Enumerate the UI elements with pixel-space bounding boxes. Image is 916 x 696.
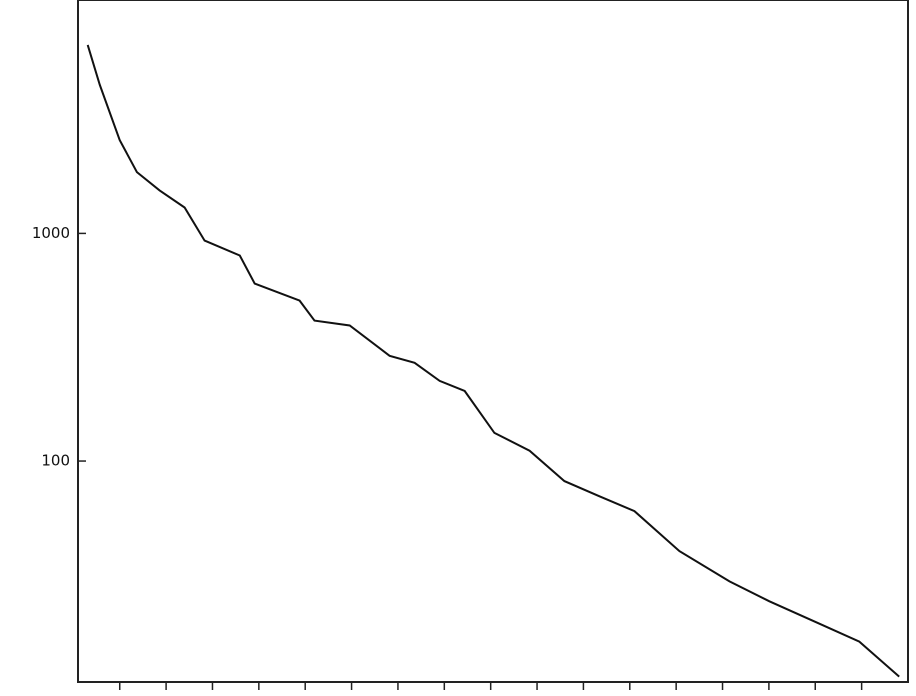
y-tick-label: 1000 <box>32 224 70 242</box>
data-line <box>86 44 900 678</box>
y-tick-label: 100 <box>41 452 70 470</box>
plot-frame <box>77 0 909 683</box>
